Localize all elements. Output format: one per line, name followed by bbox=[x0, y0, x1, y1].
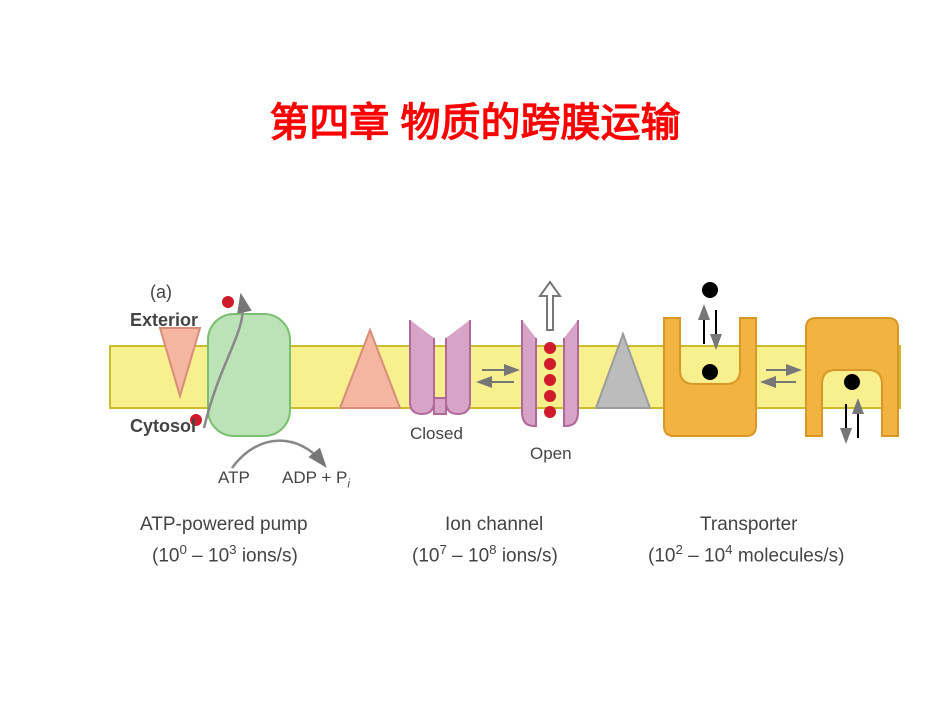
transport-arrows-2 bbox=[846, 404, 858, 438]
ion bbox=[544, 358, 556, 370]
label-open: Open bbox=[530, 444, 572, 464]
ion bbox=[544, 374, 556, 386]
label-closed: Closed bbox=[410, 424, 463, 444]
molecule bbox=[702, 364, 718, 380]
caption-transporter-2: (102 – 104 molecules/s) bbox=[648, 542, 844, 567]
ion-flow-arrow bbox=[540, 282, 560, 330]
caption-pump-1: ATP-powered pump bbox=[140, 514, 308, 536]
caption-transporter-1: Transporter bbox=[700, 514, 798, 536]
ion bbox=[544, 390, 556, 402]
transport-arrows-1 bbox=[704, 310, 716, 344]
label-exterior: Exterior bbox=[130, 310, 198, 331]
caption-pump-2: (100 – 103 ions/s) bbox=[152, 542, 298, 567]
molecule bbox=[702, 282, 718, 298]
caption-channel-2: (107 – 108 ions/s) bbox=[412, 542, 558, 567]
ion bbox=[544, 406, 556, 418]
ion bbox=[544, 342, 556, 354]
atp-adp-arrow bbox=[232, 441, 322, 468]
membrane-diagram bbox=[0, 0, 950, 713]
ion bbox=[222, 296, 234, 308]
caption-channel-1: Ion channel bbox=[445, 514, 543, 536]
label-atp: ATP bbox=[218, 468, 250, 488]
label-adp-pi: ADP + Pi bbox=[282, 468, 350, 490]
molecule bbox=[844, 374, 860, 390]
label-cytosol: Cytosol bbox=[130, 416, 196, 437]
